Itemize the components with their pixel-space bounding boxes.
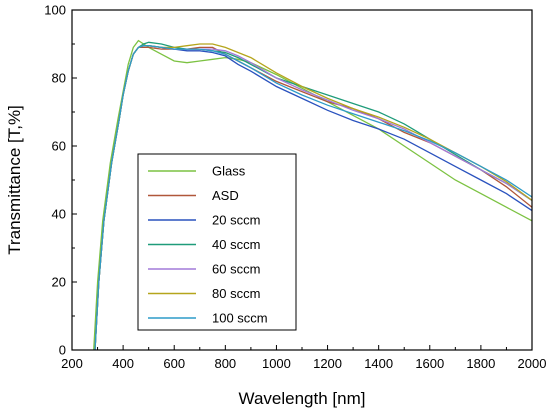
y-tick-label: 80: [52, 71, 66, 86]
legend-label-4: 60 sccm: [212, 262, 260, 277]
x-tick-label: 1200: [313, 356, 342, 371]
legend-label-5: 80 sccm: [212, 286, 260, 301]
plot-series: [93, 39, 533, 351]
y-tick-label: 40: [52, 207, 66, 222]
legend-label-6: 100 sccm: [212, 311, 268, 326]
y-tick-label: 100: [44, 3, 66, 18]
x-tick-label: 1600: [415, 356, 444, 371]
x-tick-label: 2000: [518, 356, 547, 371]
legend-label-3: 40 sccm: [212, 237, 260, 252]
y-axis: 0 20 40 60 80 100: [44, 3, 77, 358]
legend-label-2: 20 sccm: [212, 213, 260, 228]
series-line-0: [93, 39, 533, 351]
y-tick-label: 20: [52, 275, 66, 290]
y-tick-label: 60: [52, 139, 66, 154]
legend-label-1: ASD: [212, 188, 239, 203]
legend: Glass ASD 20 sccm 40 sccm 60 sccm 80 sccm 100 …: [137, 153, 297, 331]
x-tick-label: 200: [61, 356, 83, 371]
x-tick-label: 1800: [466, 356, 495, 371]
x-tick-label: 400: [112, 356, 134, 371]
x-tick-label: 1000: [262, 356, 291, 371]
x-axis-title: Wavelength [nm]: [239, 389, 366, 408]
y-axis-title: Transmittance [T,%]: [5, 105, 24, 255]
y-tick-label: 0: [59, 343, 66, 358]
x-tick-label: 600: [163, 356, 185, 371]
legend-box: [137, 153, 297, 331]
x-tick-label: 1400: [364, 356, 393, 371]
x-axis: 200 400 600 800 1000 1200 1400 1600 1800 2000: [61, 345, 546, 371]
legend-label-0: Glass: [212, 164, 246, 179]
x-tick-label: 800: [214, 356, 236, 371]
series-line-6: [94, 45, 533, 351]
